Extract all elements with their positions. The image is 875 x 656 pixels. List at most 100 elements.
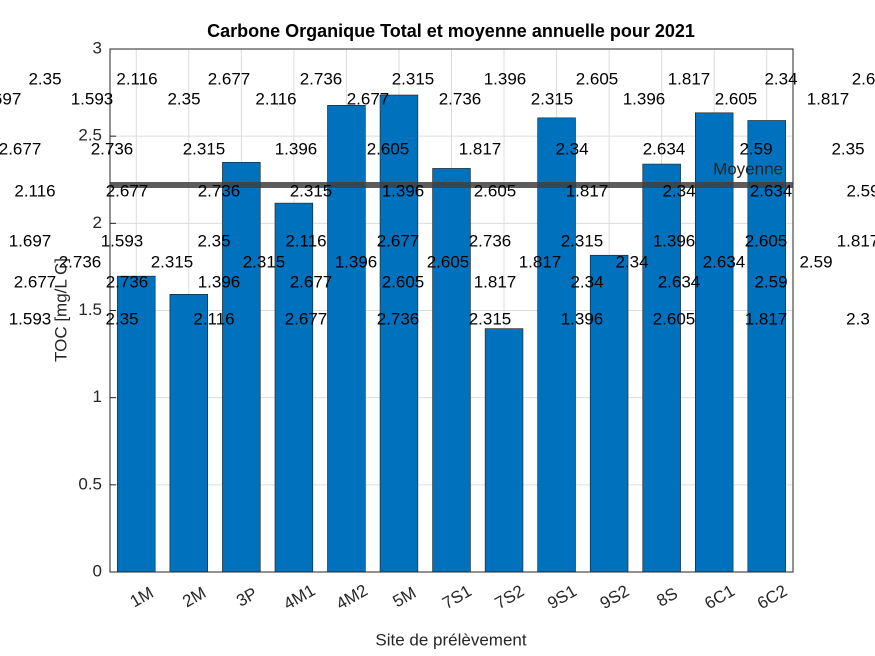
annotation: 2.605	[367, 139, 410, 158]
annotation: 2.116	[285, 231, 326, 250]
annotation: 1.396	[561, 309, 604, 328]
annotation: 2.605	[653, 309, 696, 328]
annotation: 2.315	[561, 231, 604, 250]
y-tick-label: 3	[93, 38, 102, 57]
annotation: 1.817	[459, 139, 502, 158]
annotation: 2.59	[739, 139, 772, 158]
bar	[747, 120, 786, 573]
annotation: 2.315	[392, 69, 435, 88]
annotation: 2.634	[643, 139, 686, 158]
annotation: 2.35	[28, 69, 61, 88]
bar	[379, 94, 419, 573]
annotation: 2.605	[576, 69, 619, 88]
annotation: 2.677	[290, 272, 333, 291]
annotation: 2.677	[0, 139, 41, 158]
mean-label: Moyenne	[713, 159, 783, 178]
bar	[117, 275, 156, 573]
annotation: 2.34	[555, 139, 588, 158]
bar	[274, 202, 314, 573]
annotation: 2.35	[105, 309, 138, 328]
bar	[537, 117, 576, 573]
annotation: 2.605	[715, 89, 758, 108]
annotation: 1.396	[275, 139, 318, 158]
annotation: 2.677	[106, 181, 149, 200]
annotation: 1.817	[837, 231, 875, 250]
bar	[694, 112, 734, 573]
annotation: 2.34	[764, 69, 797, 88]
y-tick-label: 0.5	[78, 474, 102, 493]
annotation: 2.116	[116, 69, 157, 88]
bar	[327, 105, 366, 573]
annotation: 1.817	[519, 252, 562, 271]
annotation: 2.3	[846, 309, 870, 328]
annotation: 1.396	[382, 181, 425, 200]
y-tick-label: 1	[93, 387, 102, 406]
annotation: 1.396	[653, 231, 696, 250]
axes-box	[109, 48, 794, 573]
annotation: 1.817	[668, 69, 711, 88]
annotation: 2.736	[300, 69, 343, 88]
annotation: 2.605	[427, 252, 470, 271]
annotation: 2.605	[474, 181, 517, 200]
y-axis-label: TOC [mg/L C]	[51, 258, 70, 362]
annotation: 1.396	[335, 252, 378, 271]
annotation: 2.736	[59, 252, 102, 271]
annotation: 2.59	[799, 252, 832, 271]
annotation: 2.634	[658, 272, 701, 291]
bar	[222, 162, 261, 573]
annotation: 2.59	[846, 181, 875, 200]
annotation: 1.593	[9, 309, 52, 328]
y-tick-label: 2	[93, 213, 102, 232]
annotation: 2.605	[382, 272, 425, 291]
annotation: 2.34	[662, 181, 695, 200]
annotation: 1.396	[623, 89, 666, 108]
annotation: 2.116	[193, 309, 234, 328]
y-tick-label: 1.5	[78, 300, 102, 319]
annotation: 1.817	[745, 309, 788, 328]
annotation: 2.315	[290, 181, 333, 200]
annotation: 1.817	[566, 181, 609, 200]
bar	[642, 163, 681, 573]
annotation: 2.35	[831, 139, 864, 158]
annotation: 2.35	[167, 89, 200, 108]
annotation: 2.736	[439, 89, 482, 108]
annotation: 2.677	[285, 309, 328, 328]
bar	[589, 254, 629, 573]
annotation: 2.59	[754, 272, 787, 291]
y-tick-label: 0	[93, 561, 102, 580]
x-axis-label: Site de prélèvement	[375, 630, 526, 649]
annotation: 1.396	[484, 69, 527, 88]
annotation: 2.315	[531, 89, 574, 108]
annotation: 2.736	[106, 272, 149, 291]
bar	[169, 293, 209, 573]
annotation: 2.736	[377, 309, 420, 328]
annotation: 2.34	[570, 272, 603, 291]
annotation: 1.817	[474, 272, 517, 291]
annotation: 1.396	[198, 272, 241, 291]
annotation: 2.116	[14, 181, 55, 200]
bar	[432, 168, 471, 573]
annotation: 2.35	[197, 231, 230, 250]
annotation: 1.697	[0, 89, 21, 108]
annotation: 2.634	[703, 252, 746, 271]
annotation: 1.593	[101, 231, 144, 250]
annotation: 1.593	[71, 89, 114, 108]
annotation: 1.817	[807, 89, 850, 108]
annotation: 2.677	[377, 231, 420, 250]
annotation: 2.315	[183, 139, 226, 158]
annotation: 2.605	[745, 231, 788, 250]
annotation: 2.736	[469, 231, 512, 250]
annotation: 2.677	[347, 89, 390, 108]
annotation: 2.116	[255, 89, 296, 108]
annotation: 2.34	[615, 252, 648, 271]
annotation: 2.315	[469, 309, 512, 328]
bar	[484, 328, 524, 573]
annotation: 2.736	[91, 139, 134, 158]
annotation: 2.677	[208, 69, 251, 88]
annotation: 2.315	[151, 252, 194, 271]
annotation: 1.697	[9, 231, 52, 250]
y-tick-label: 2.5	[78, 126, 102, 145]
annotation: 2.315	[243, 252, 286, 271]
